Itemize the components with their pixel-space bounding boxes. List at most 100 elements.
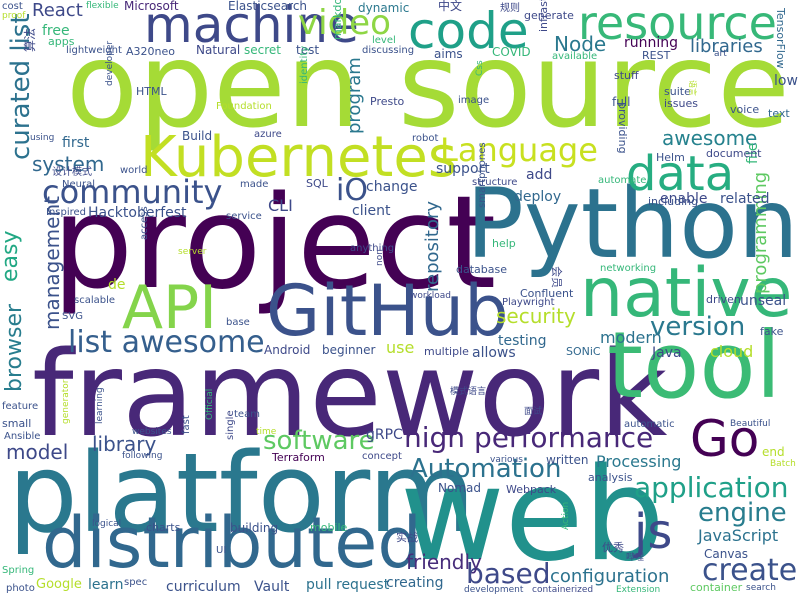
word-video: video: [298, 3, 391, 43]
word-list-awesome: list awesome: [68, 325, 265, 360]
word-client: client: [352, 203, 391, 219]
word-based: based: [466, 557, 551, 590]
word-using: using: [30, 133, 55, 143]
word-time: time: [256, 427, 277, 437]
word-software: software: [263, 426, 375, 456]
word-engine: engine: [698, 498, 787, 528]
word-awesome: awesome: [662, 126, 758, 150]
word-smartphones: smartphones: [477, 142, 488, 208]
word-generate: generate: [524, 9, 574, 22]
word-ansible: Ansible: [4, 431, 41, 442]
word-non: non: [375, 249, 385, 266]
word-open-source: open source: [66, 16, 790, 154]
word-grpc: gRPC: [366, 427, 403, 443]
word-elasticsearch: Elasticsearch: [228, 0, 308, 13]
word-web: web: [400, 441, 665, 590]
word-learn: learn: [88, 577, 124, 593]
word-following: following: [122, 451, 163, 461]
word-framework: framework: [32, 325, 668, 463]
word-structure: structure: [472, 177, 518, 188]
word-curriculum: curriculum: [166, 579, 241, 595]
word-photo: photo: [6, 583, 35, 594]
word-automate: automate: [598, 175, 647, 186]
word-build: Build: [182, 129, 213, 143]
word-ui: UI: [216, 545, 227, 556]
word-beginner: beginner: [322, 343, 376, 357]
word-small: small: [2, 417, 32, 430]
word-community: community: [42, 173, 223, 211]
word-cloud: cloud: [710, 342, 754, 361]
word-networking: networking: [600, 263, 657, 274]
word-a320neo: A320neo: [126, 45, 175, 58]
word-learning: learning: [95, 387, 105, 424]
word-repository: repository: [422, 200, 443, 292]
word-charts: charts: [146, 521, 181, 534]
word-android: Android: [264, 343, 311, 357]
word-application: application: [634, 471, 789, 504]
word-document: document: [706, 147, 762, 160]
word-chinese-guize: 规则: [500, 3, 520, 14]
word-multiple: multiple: [424, 345, 469, 358]
word-io: iO: [336, 173, 368, 208]
word-spring: Spring: [2, 565, 35, 576]
word-security: security: [496, 304, 576, 328]
word-concept: concept: [362, 451, 402, 462]
word-base: base: [226, 317, 250, 328]
word-art: art: [714, 49, 727, 59]
word-inspired: Inspired: [46, 207, 87, 218]
word-platform: platform: [8, 429, 476, 557]
word-js: js: [634, 504, 673, 560]
word-creating: creating: [386, 575, 444, 591]
word-configuration: configuration: [550, 566, 670, 587]
word-sql: SQL: [306, 177, 328, 190]
word-covid: COVID: [492, 45, 531, 59]
word-free: free: [42, 23, 70, 39]
word-cost: cost: [2, 1, 23, 12]
word-building: building: [230, 521, 279, 535]
word-dynamic: dynamic: [358, 1, 410, 15]
word-pull-request: pull request: [306, 577, 390, 593]
word-proof: proof: [2, 11, 26, 21]
word-svg: SVG: [62, 311, 83, 322]
word-developer: developer: [105, 40, 115, 86]
word-low: low: [774, 73, 798, 89]
word-data: data: [626, 146, 735, 202]
word-secret: secret: [244, 43, 281, 57]
word-resource: resource: [578, 0, 777, 50]
word-mobile: mobile: [310, 521, 348, 534]
word-end: end: [762, 445, 785, 459]
word-confluent: Confluent: [520, 287, 574, 300]
word-machine: machine: [144, 0, 359, 54]
word-java: Java: [652, 345, 682, 361]
word-enable: enable: [660, 191, 708, 207]
word-anything: anything: [350, 243, 395, 254]
word-support: support: [436, 161, 490, 177]
word-voice: voice: [730, 103, 760, 116]
word-container: container: [690, 581, 743, 594]
word-rest: REST: [642, 49, 671, 62]
word-lightweight: lightweight: [66, 45, 122, 56]
word-terraform: Terraform: [272, 451, 325, 464]
word-html: HTML: [136, 85, 167, 98]
word-generator: generator: [61, 379, 71, 424]
word-text: text: [768, 107, 790, 120]
word-driven: driven: [706, 293, 741, 306]
word-apps: apps: [48, 35, 75, 48]
word-chinese-zhongwen: 中文: [438, 0, 463, 13]
word-natural: Natural: [196, 43, 241, 57]
word-go: Go: [690, 410, 760, 468]
word-feature: feature: [2, 401, 39, 412]
word-model: model: [6, 440, 69, 464]
word-chinese-bilibili: 哔哩: [626, 553, 645, 563]
word-javascript: JavaScript: [698, 526, 779, 545]
word-foundation: Foundation: [216, 101, 272, 112]
word-issues: issues: [664, 97, 698, 110]
word-create: create: [702, 553, 798, 588]
word-system: system: [32, 152, 105, 176]
word-testing: testing: [498, 333, 547, 349]
word-beautiful: Beautiful: [730, 419, 771, 429]
word-processing: Processing: [596, 452, 682, 471]
word-de: de: [108, 277, 126, 293]
word-native: native: [580, 254, 793, 333]
